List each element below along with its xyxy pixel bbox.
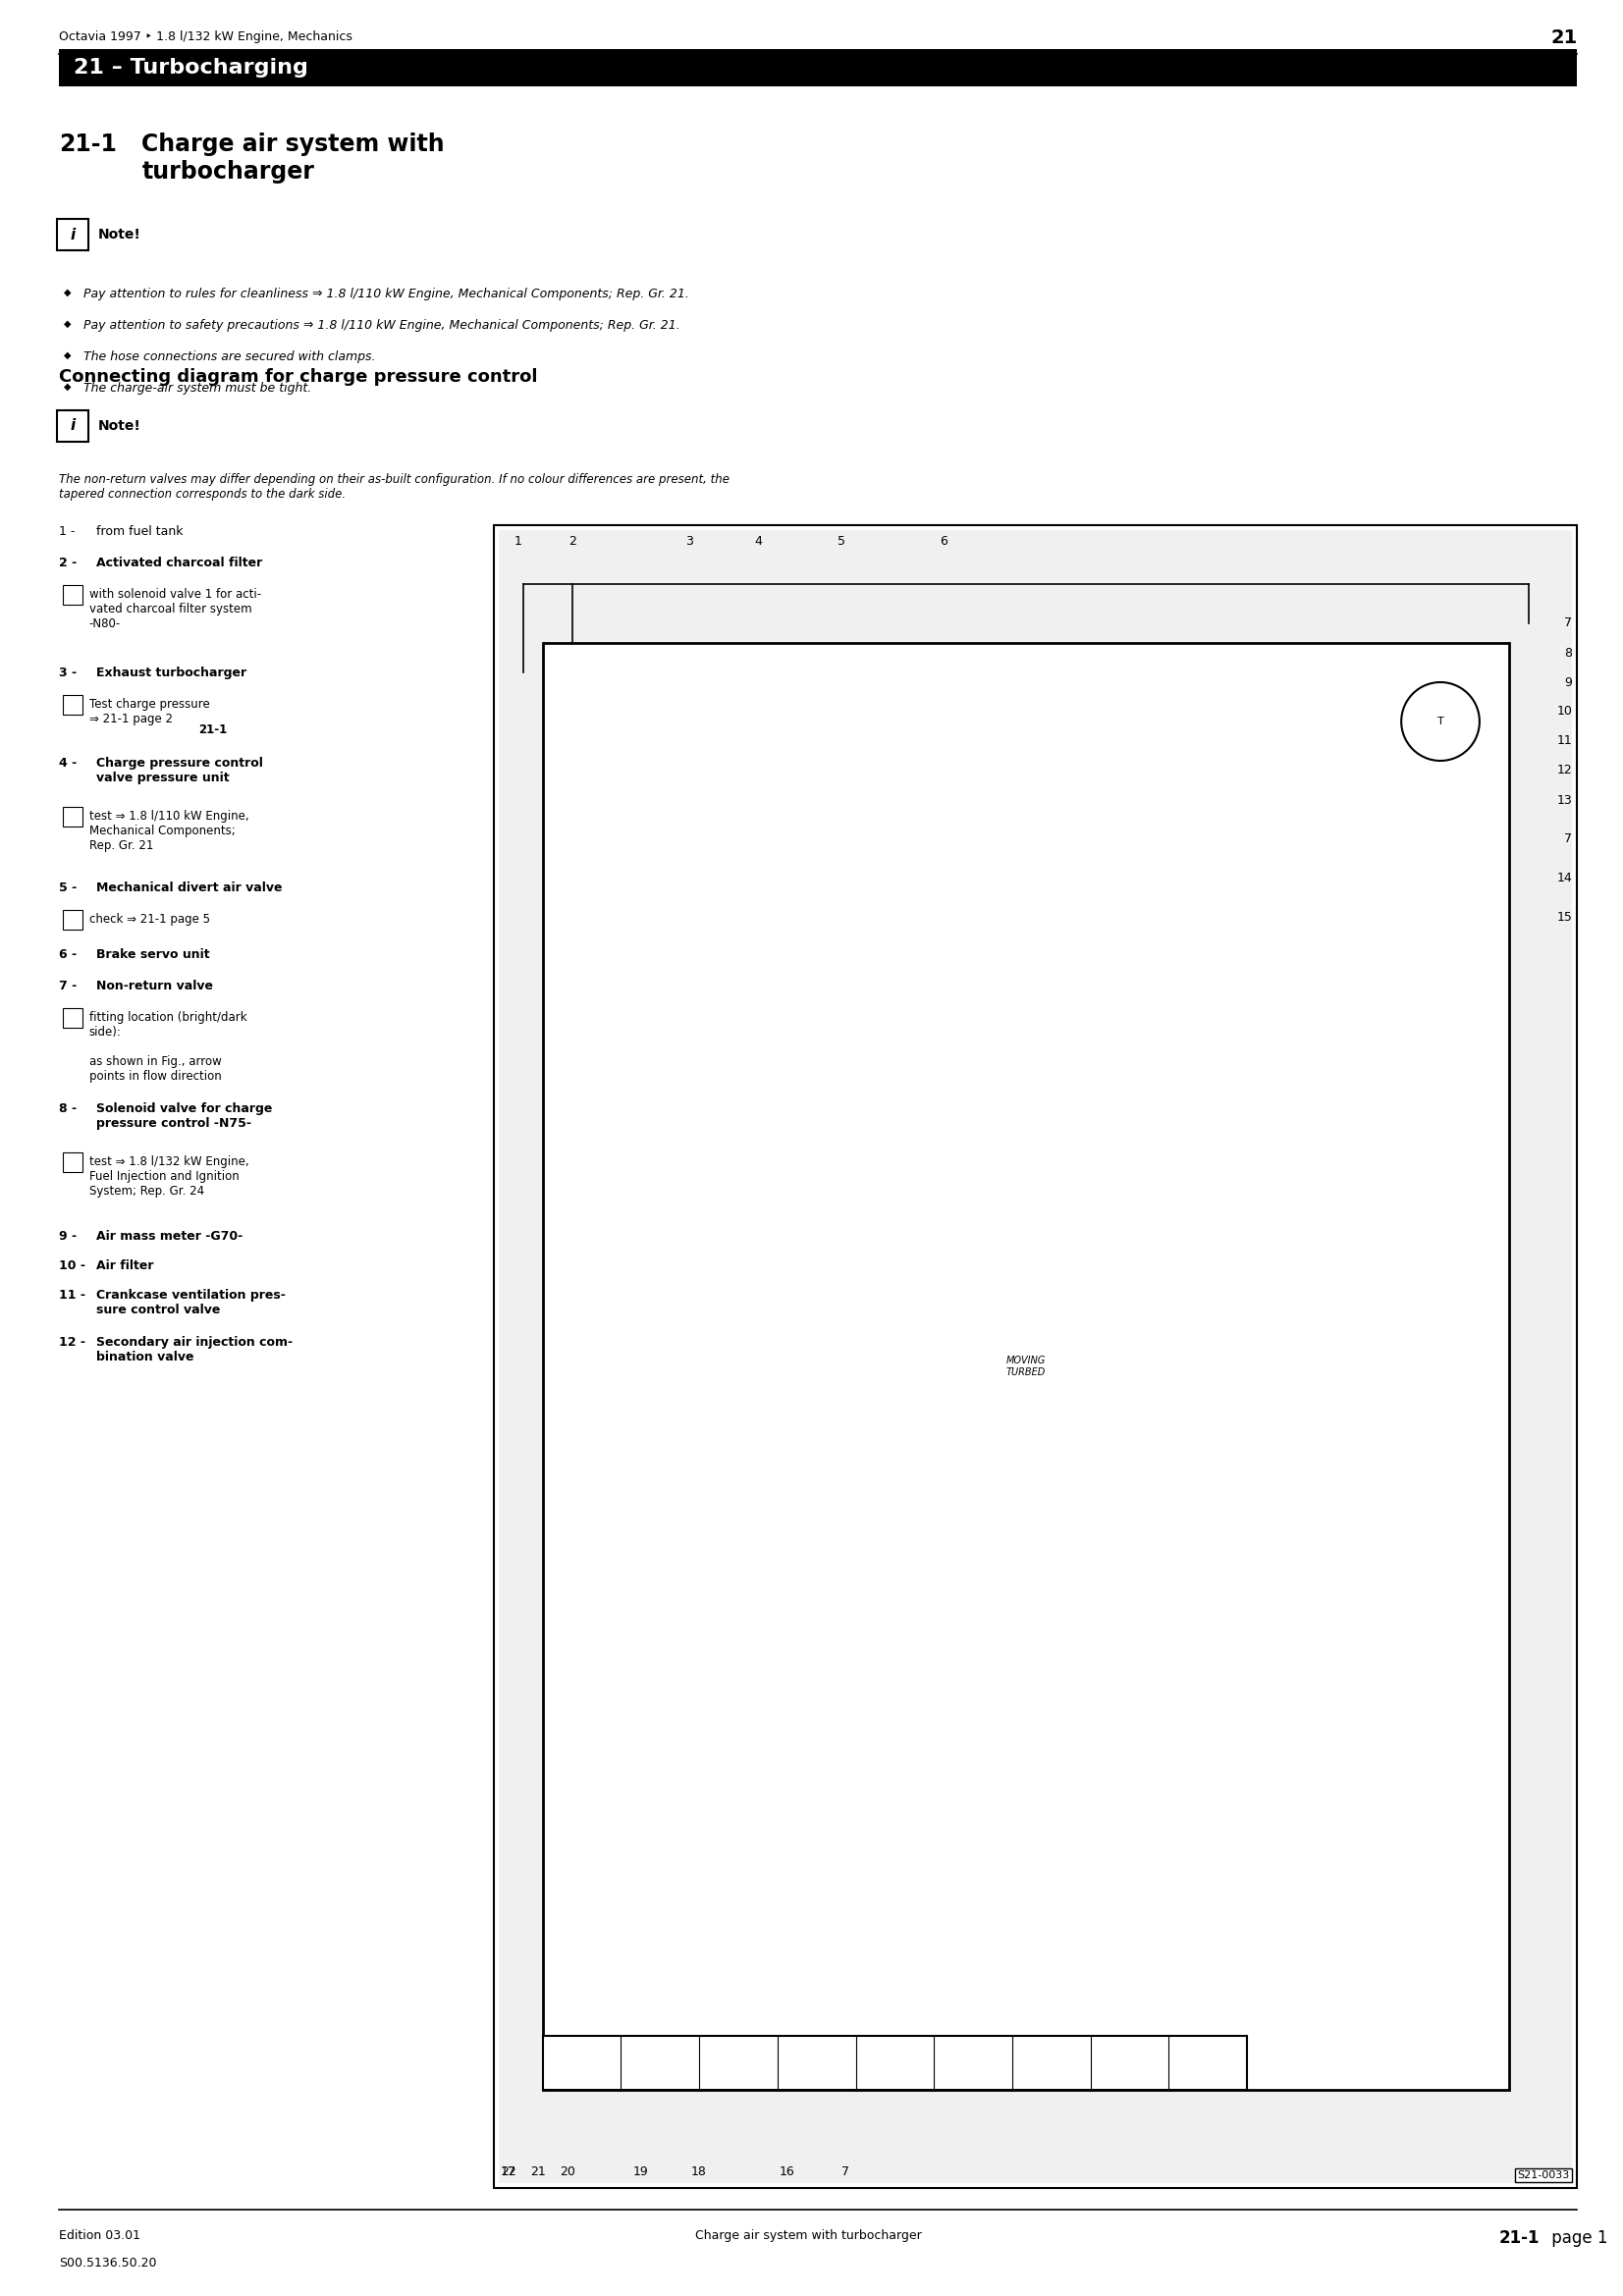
Text: 1: 1 [514,535,523,549]
Text: Crankcase ventilation pres-
sure control valve: Crankcase ventilation pres- sure control… [96,1288,286,1316]
Text: 21-1: 21-1 [198,723,227,737]
Text: 11: 11 [1556,735,1573,748]
Text: Charge pressure control
valve pressure unit: Charge pressure control valve pressure u… [96,758,263,785]
Text: as shown in Fig., arrow
points in flow direction: as shown in Fig., arrow points in flow d… [89,1056,221,1084]
Text: 10 -: 10 - [58,1261,84,1272]
Text: 6 -: 6 - [58,948,76,962]
Text: 11 -: 11 - [58,1288,84,1302]
Text: 21 – Turbocharging: 21 – Turbocharging [73,57,308,78]
Text: Note!: Note! [97,420,141,434]
FancyBboxPatch shape [63,1153,83,1171]
FancyBboxPatch shape [63,806,83,827]
FancyBboxPatch shape [542,643,1509,2089]
Text: The non-return valves may differ depending on their as-built configuration. If n: The non-return valves may differ dependi… [58,473,729,501]
Text: 9: 9 [1565,675,1573,689]
Text: 1 -: 1 - [58,526,75,537]
Text: 21: 21 [1550,28,1578,46]
Text: test ⇒ 1.8 l/132 kW Engine,
Fuel Injection and Ignition
System; Rep. Gr. 24: test ⇒ 1.8 l/132 kW Engine, Fuel Injecti… [89,1155,248,1199]
Text: 13: 13 [1556,794,1573,806]
Text: 22: 22 [502,2165,516,2179]
Text: 7: 7 [842,2165,850,2179]
Text: Exhaust turbocharger: Exhaust turbocharger [96,666,247,680]
Text: Activated charcoal filter: Activated charcoal filter [96,556,261,569]
Text: Non-return valve: Non-return valve [96,980,213,992]
Text: 5: 5 [837,535,846,549]
FancyBboxPatch shape [542,2037,1246,2089]
Text: Note!: Note! [97,227,141,241]
Text: 2 -: 2 - [58,556,76,569]
Text: 21-1: 21-1 [58,133,117,156]
Text: S21-0033: S21-0033 [1518,2170,1569,2181]
Text: Mechanical divert air valve: Mechanical divert air valve [96,882,282,893]
Text: Air mass meter -G70-: Air mass meter -G70- [96,1231,242,1242]
Text: Charge air system with
turbocharger: Charge air system with turbocharger [141,133,445,184]
Text: from fuel tank: from fuel tank [96,526,183,537]
Text: Secondary air injection com-
bination valve: Secondary air injection com- bination va… [96,1336,292,1364]
Text: Solenoid valve for charge
pressure control -N75-: Solenoid valve for charge pressure contr… [96,1102,273,1130]
Text: 8 -: 8 - [58,1102,76,1116]
Text: 8: 8 [1565,647,1573,659]
Text: ◆: ◆ [63,319,71,328]
Text: page 1: page 1 [1547,2229,1607,2248]
Text: 18: 18 [691,2165,708,2179]
Text: 12: 12 [1556,765,1573,776]
FancyBboxPatch shape [58,48,1578,87]
Text: 2: 2 [568,535,576,549]
Text: The hose connections are secured with clamps.: The hose connections are secured with cl… [83,351,375,363]
Text: ◆: ◆ [63,287,71,298]
Text: Octavia 1997 ‣ 1.8 l/132 kW Engine, Mechanics: Octavia 1997 ‣ 1.8 l/132 kW Engine, Mech… [58,30,352,44]
Text: 5 -: 5 - [58,882,76,893]
FancyBboxPatch shape [498,530,1573,2183]
FancyBboxPatch shape [63,696,83,714]
Text: 4 -: 4 - [58,758,76,769]
Text: 21-1: 21-1 [1500,2229,1540,2248]
Text: Brake servo unit: Brake servo unit [96,948,209,962]
Text: i: i [70,227,75,241]
Text: ◆: ◆ [63,351,71,360]
Text: Test charge pressure
⇒ 21-1 page 2: Test charge pressure ⇒ 21-1 page 2 [89,698,209,726]
FancyBboxPatch shape [63,909,83,930]
Text: 17: 17 [502,2165,516,2179]
Text: 19: 19 [633,2165,648,2179]
Text: 20: 20 [560,2165,575,2179]
Text: S00.5136.50.20: S00.5136.50.20 [58,2257,156,2268]
Text: 21: 21 [531,2165,545,2179]
Text: Charge air system with turbocharger: Charge air system with turbocharger [695,2229,922,2241]
FancyBboxPatch shape [57,411,88,441]
Text: Pay attention to safety precautions ⇒ 1.8 l/110 kW Engine, Mechanical Components: Pay attention to safety precautions ⇒ 1.… [83,319,680,333]
FancyBboxPatch shape [63,1008,83,1029]
Text: 7: 7 [1565,833,1573,845]
Text: test ⇒ 1.8 l/110 kW Engine,
Mechanical Components;
Rep. Gr. 21: test ⇒ 1.8 l/110 kW Engine, Mechanical C… [89,810,248,852]
Text: Edition 03.01: Edition 03.01 [58,2229,140,2241]
Text: T: T [1436,716,1444,726]
Text: 10: 10 [1556,705,1573,719]
Text: 3 -: 3 - [58,666,76,680]
Text: 14: 14 [1556,872,1573,884]
Text: i: i [70,418,75,434]
Text: 3: 3 [685,535,693,549]
Text: 7 -: 7 - [58,980,76,992]
Text: ◆: ◆ [63,381,71,393]
Text: Connecting diagram for charge pressure control: Connecting diagram for charge pressure c… [58,367,537,386]
Text: Pay attention to rules for cleanliness ⇒ 1.8 l/110 kW Engine, Mechanical Compone: Pay attention to rules for cleanliness ⇒… [83,287,688,301]
Text: 7: 7 [1565,618,1573,629]
Text: 9 -: 9 - [58,1231,76,1242]
Text: 6: 6 [940,535,948,549]
Text: MOVING
TURBED: MOVING TURBED [1006,1357,1045,1378]
Circle shape [1401,682,1480,760]
Text: 4: 4 [755,535,761,549]
Text: check ⇒ 21-1 page 5: check ⇒ 21-1 page 5 [89,914,209,925]
FancyBboxPatch shape [57,218,88,250]
Text: 15: 15 [1556,912,1573,925]
FancyBboxPatch shape [63,585,83,604]
Text: Air filter: Air filter [96,1261,153,1272]
Text: 16: 16 [779,2165,795,2179]
Text: 12 -: 12 - [58,1336,84,1348]
Text: fitting location (bright/dark
side):: fitting location (bright/dark side): [89,1010,247,1038]
FancyBboxPatch shape [493,526,1578,2188]
Text: The charge-air system must be tight.: The charge-air system must be tight. [83,381,312,395]
Text: with solenoid valve 1 for acti-
vated charcoal filter system
-N80-: with solenoid valve 1 for acti- vated ch… [89,588,261,629]
